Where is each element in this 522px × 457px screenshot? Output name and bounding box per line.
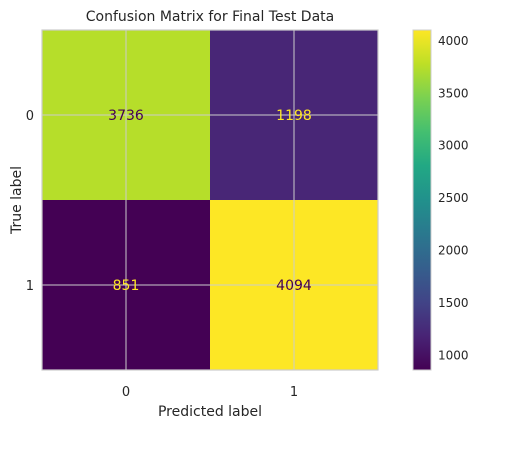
colorbar-tick-label: 3000 <box>438 139 469 153</box>
heatmap-cells <box>42 30 378 370</box>
y-axis-ticks: 01 <box>26 109 34 294</box>
x-tick-label: 0 <box>122 385 130 400</box>
grid-lines <box>42 30 378 370</box>
cell-value-label: 851 <box>113 278 140 294</box>
cell-value-label: 3736 <box>108 108 144 124</box>
y-tick-label: 1 <box>26 279 34 294</box>
colorbar-tick-label: 2500 <box>438 191 469 205</box>
cell-value-labels: 3736 1198 851 4094 <box>108 108 312 294</box>
colorbar-tick-label: 1000 <box>438 348 469 362</box>
chart-title: Confusion Matrix for Final Test Data <box>86 9 334 25</box>
cell-value-label: 1198 <box>276 108 312 124</box>
x-tick-label: 1 <box>290 385 298 400</box>
x-axis-label: Predicted label <box>158 404 262 420</box>
colorbar-tick-label: 4000 <box>438 34 469 48</box>
y-tick-label: 0 <box>26 109 34 124</box>
y-axis-label: True label <box>9 166 25 235</box>
colorbar-ticks: 1000 1500 2000 2500 3000 3500 4000 <box>438 34 469 363</box>
cell-value-label: 4094 <box>276 278 312 294</box>
colorbar-tick-label: 3500 <box>438 86 469 100</box>
colorbar <box>412 29 432 371</box>
colorbar-tick-label: 1500 <box>438 296 469 310</box>
plot-frame <box>41 29 379 371</box>
colorbar-tick-label: 2000 <box>438 244 469 258</box>
